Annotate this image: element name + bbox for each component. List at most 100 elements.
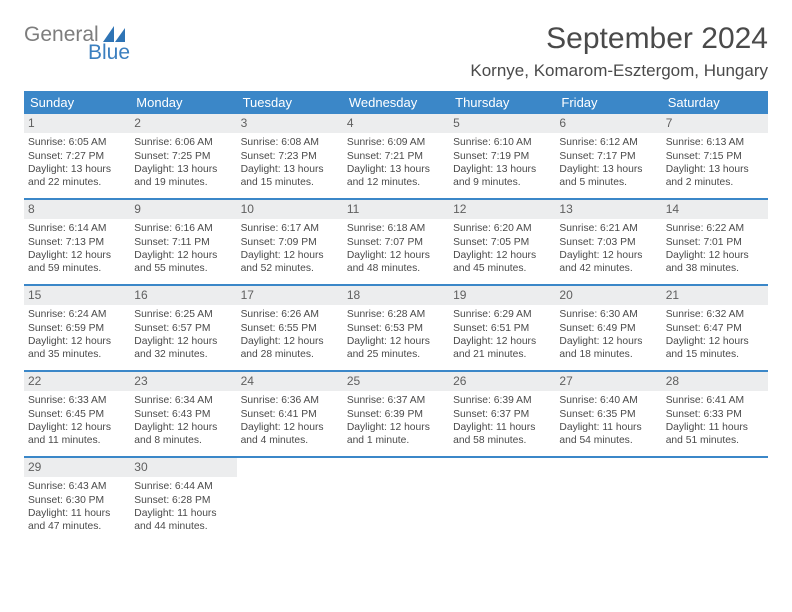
sunset-text: Sunset: 7:27 PM [28,150,126,163]
daylight-text: and 58 minutes. [453,434,551,447]
daylight-text: Daylight: 11 hours [453,421,551,434]
sunset-text: Sunset: 7:17 PM [559,150,657,163]
sunset-text: Sunset: 6:35 PM [559,408,657,421]
sunset-text: Sunset: 6:43 PM [134,408,232,421]
daylight-text: Daylight: 12 hours [347,421,445,434]
day-cell: 19Sunrise: 6:29 AMSunset: 6:51 PMDayligh… [449,286,555,370]
day-cell: 6Sunrise: 6:12 AMSunset: 7:17 PMDaylight… [555,114,661,198]
week-row: 29Sunrise: 6:43 AMSunset: 6:30 PMDayligh… [24,458,768,542]
day-cell: 20Sunrise: 6:30 AMSunset: 6:49 PMDayligh… [555,286,661,370]
sunset-text: Sunset: 7:25 PM [134,150,232,163]
daylight-text: and 48 minutes. [347,262,445,275]
day-cell: 29Sunrise: 6:43 AMSunset: 6:30 PMDayligh… [24,458,130,542]
weekday-header: Thursday [449,91,555,114]
day-number: 17 [237,286,343,305]
sunrise-text: Sunrise: 6:22 AM [666,222,764,235]
daylight-text: Daylight: 11 hours [134,507,232,520]
header: General Blue September 2024 Kornye, Koma… [24,22,768,81]
daylight-text: and 38 minutes. [666,262,764,275]
day-cell: 30Sunrise: 6:44 AMSunset: 6:28 PMDayligh… [130,458,236,542]
daylight-text: and 2 minutes. [666,176,764,189]
sunset-text: Sunset: 7:19 PM [453,150,551,163]
daylight-text: and 1 minute. [347,434,445,447]
sunset-text: Sunset: 6:45 PM [28,408,126,421]
day-number: 2 [130,114,236,133]
sunrise-text: Sunrise: 6:44 AM [134,480,232,493]
logo: General Blue [24,22,130,63]
day-number: 8 [24,200,130,219]
sunrise-text: Sunrise: 6:17 AM [241,222,339,235]
daylight-text: and 45 minutes. [453,262,551,275]
daylight-text: Daylight: 13 hours [241,163,339,176]
day-cell: 5Sunrise: 6:10 AMSunset: 7:19 PMDaylight… [449,114,555,198]
weekday-header: Tuesday [237,91,343,114]
calendar: Sunday Monday Tuesday Wednesday Thursday… [24,91,768,542]
sunrise-text: Sunrise: 6:34 AM [134,394,232,407]
daylight-text: and 25 minutes. [347,348,445,361]
sunrise-text: Sunrise: 6:08 AM [241,136,339,149]
sunrise-text: Sunrise: 6:36 AM [241,394,339,407]
daylight-text: Daylight: 12 hours [453,335,551,348]
day-number: 18 [343,286,449,305]
weekday-header: Monday [130,91,236,114]
daylight-text: Daylight: 13 hours [28,163,126,176]
sunrise-text: Sunrise: 6:05 AM [28,136,126,149]
daylight-text: and 47 minutes. [28,520,126,533]
daylight-text: and 4 minutes. [241,434,339,447]
day-number: 7 [662,114,768,133]
sunset-text: Sunset: 7:07 PM [347,236,445,249]
day-number: 26 [449,372,555,391]
day-cell: 24Sunrise: 6:36 AMSunset: 6:41 PMDayligh… [237,372,343,456]
daylight-text: and 22 minutes. [28,176,126,189]
daylight-text: Daylight: 12 hours [666,249,764,262]
day-cell: 12Sunrise: 6:20 AMSunset: 7:05 PMDayligh… [449,200,555,284]
title-block: September 2024 Kornye, Komarom-Esztergom… [470,22,768,81]
daylight-text: and 15 minutes. [666,348,764,361]
day-cell-empty [237,458,343,542]
sunset-text: Sunset: 7:09 PM [241,236,339,249]
day-number: 6 [555,114,661,133]
day-cell: 2Sunrise: 6:06 AMSunset: 7:25 PMDaylight… [130,114,236,198]
day-cell: 26Sunrise: 6:39 AMSunset: 6:37 PMDayligh… [449,372,555,456]
day-cell: 28Sunrise: 6:41 AMSunset: 6:33 PMDayligh… [662,372,768,456]
sunset-text: Sunset: 6:41 PM [241,408,339,421]
day-cell: 17Sunrise: 6:26 AMSunset: 6:55 PMDayligh… [237,286,343,370]
daylight-text: Daylight: 12 hours [28,249,126,262]
day-cell: 27Sunrise: 6:40 AMSunset: 6:35 PMDayligh… [555,372,661,456]
sunset-text: Sunset: 7:13 PM [28,236,126,249]
day-cell: 13Sunrise: 6:21 AMSunset: 7:03 PMDayligh… [555,200,661,284]
daylight-text: Daylight: 12 hours [347,249,445,262]
sunrise-text: Sunrise: 6:12 AM [559,136,657,149]
location: Kornye, Komarom-Esztergom, Hungary [470,61,768,81]
week-row: 8Sunrise: 6:14 AMSunset: 7:13 PMDaylight… [24,200,768,286]
daylight-text: and 35 minutes. [28,348,126,361]
daylight-text: Daylight: 12 hours [28,335,126,348]
day-number: 11 [343,200,449,219]
day-cell: 23Sunrise: 6:34 AMSunset: 6:43 PMDayligh… [130,372,236,456]
daylight-text: and 55 minutes. [134,262,232,275]
weekday-header-row: Sunday Monday Tuesday Wednesday Thursday… [24,91,768,114]
sunset-text: Sunset: 6:57 PM [134,322,232,335]
sunrise-text: Sunrise: 6:06 AM [134,136,232,149]
sunset-text: Sunset: 7:23 PM [241,150,339,163]
daylight-text: and 51 minutes. [666,434,764,447]
daylight-text: and 15 minutes. [241,176,339,189]
sunrise-text: Sunrise: 6:32 AM [666,308,764,321]
daylight-text: Daylight: 12 hours [559,249,657,262]
month-title: September 2024 [470,22,768,55]
weekday-header: Saturday [662,91,768,114]
daylight-text: Daylight: 12 hours [559,335,657,348]
day-number: 21 [662,286,768,305]
day-number: 28 [662,372,768,391]
sunrise-text: Sunrise: 6:26 AM [241,308,339,321]
daylight-text: and 52 minutes. [241,262,339,275]
daylight-text: Daylight: 13 hours [453,163,551,176]
sunset-text: Sunset: 7:05 PM [453,236,551,249]
daylight-text: Daylight: 12 hours [134,249,232,262]
weekday-header: Wednesday [343,91,449,114]
daylight-text: Daylight: 12 hours [241,421,339,434]
sunset-text: Sunset: 6:53 PM [347,322,445,335]
day-cell: 1Sunrise: 6:05 AMSunset: 7:27 PMDaylight… [24,114,130,198]
daylight-text: Daylight: 12 hours [134,421,232,434]
daylight-text: and 59 minutes. [28,262,126,275]
